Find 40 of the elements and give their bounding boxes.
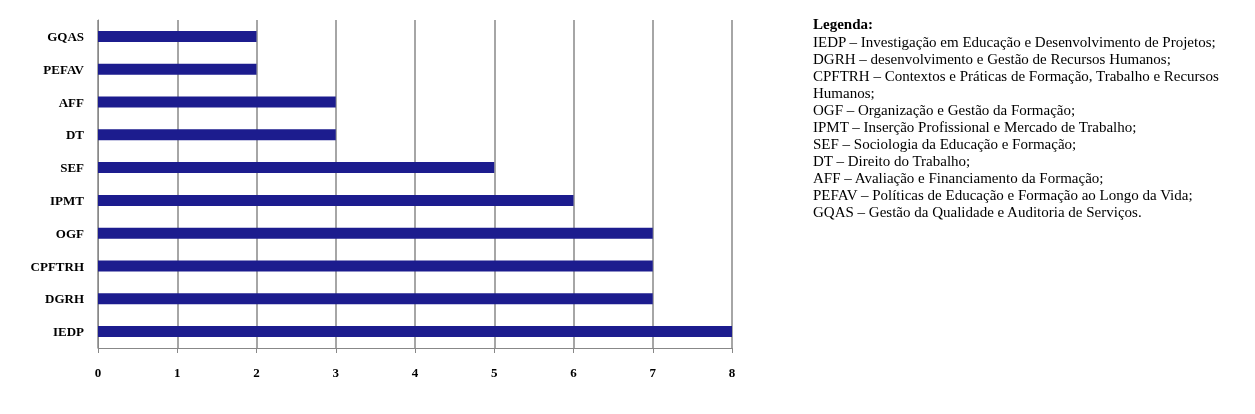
text: SEF – Sociologia da Educação e Formação;	[813, 135, 1077, 152]
x-tick-label: 7	[649, 365, 657, 380]
text: GQAS – Gestão da Qualidade e Auditoria de Serviços.	[813, 203, 1142, 220]
y-tick-label: CPFTRH	[30, 258, 84, 274]
bar	[98, 227, 653, 239]
x-tick-label: 4	[411, 365, 419, 380]
x-tick-label: 0	[94, 365, 102, 380]
y-tick-label: DGRH	[45, 291, 84, 307]
y-tick-label: GQAS	[47, 28, 84, 44]
text: AFF – Avaliação e Financiamento da Formação;	[813, 169, 1104, 186]
bar	[98, 260, 653, 272]
y-tick-label: AFF	[58, 94, 85, 110]
bar	[98, 63, 257, 75]
y-tick-label: DT	[65, 127, 85, 143]
bar	[98, 129, 336, 141]
y-tick-label: PEFAV	[43, 61, 85, 77]
x-tick-label: 8	[728, 365, 736, 380]
text: PEFAV – Políticas de Educação e Formação ao Longo da Vida;	[813, 186, 1193, 203]
text: CPFTRH – Contextos e Práticas de Formação, Trabalho e Recursos Humanos;	[813, 67, 1219, 101]
y-tick-label: OGF	[55, 225, 85, 241]
x-tick-label: 5	[491, 365, 498, 380]
x-tick-label: 6	[570, 365, 578, 380]
x-tick-label: 2	[253, 365, 260, 380]
bar	[98, 194, 574, 206]
x-tick-label: 1	[174, 365, 181, 380]
text: IPMT – Inserção Profissional e Mercado de Trabalho;	[813, 118, 1137, 135]
bar	[98, 30, 257, 42]
text: IEDP – Investigação em Educação e Desenvolvimento de Projetos;	[813, 33, 1216, 50]
text: DGRH – desenvolvimento e Gestão de Recursos Humanos;	[813, 50, 1171, 67]
x-tick-label: 3	[332, 365, 340, 380]
text: OGF – Organização e Gestão da Formação;	[813, 101, 1076, 118]
legend-title: Legenda:	[813, 15, 873, 32]
y-tick-label: SEF	[60, 160, 85, 176]
bar	[98, 162, 495, 174]
y-tick-label: IPMT	[50, 192, 85, 208]
y-tick-label: IEDP	[52, 324, 85, 340]
bar	[98, 96, 336, 108]
text: DT – Direito do Trabalho;	[813, 152, 971, 169]
bar	[98, 326, 732, 338]
bar	[98, 293, 653, 305]
